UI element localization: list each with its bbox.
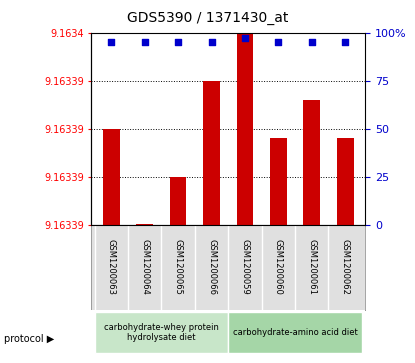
Text: GDS5390 / 1371430_at: GDS5390 / 1371430_at: [127, 11, 288, 25]
Point: [142, 39, 148, 45]
Text: GSM1200066: GSM1200066: [207, 239, 216, 295]
Text: GSM1200064: GSM1200064: [140, 239, 149, 295]
Bar: [170, 177, 186, 225]
Bar: [103, 129, 120, 225]
Text: GSM1200060: GSM1200060: [274, 239, 283, 295]
Bar: [137, 224, 153, 225]
Point: [342, 39, 349, 45]
Point: [308, 39, 315, 45]
Point: [208, 39, 215, 45]
Text: GSM1200065: GSM1200065: [173, 239, 183, 295]
Bar: [237, 33, 253, 225]
FancyBboxPatch shape: [228, 312, 362, 354]
FancyBboxPatch shape: [95, 312, 228, 354]
Point: [175, 39, 181, 45]
Bar: [337, 138, 354, 225]
Bar: [270, 138, 287, 225]
Bar: [303, 100, 320, 225]
Point: [108, 39, 115, 45]
Text: carbohydrate-amino acid diet: carbohydrate-amino acid diet: [233, 328, 357, 337]
Text: carbohydrate-whey protein
hydrolysate diet: carbohydrate-whey protein hydrolysate di…: [104, 323, 219, 342]
Text: GSM1200062: GSM1200062: [341, 239, 350, 295]
Bar: [203, 81, 220, 225]
Text: GSM1200059: GSM1200059: [240, 240, 249, 295]
Text: protocol ▶: protocol ▶: [4, 334, 54, 344]
Point: [242, 36, 248, 41]
Text: GSM1200061: GSM1200061: [307, 239, 316, 295]
Text: GSM1200063: GSM1200063: [107, 239, 116, 295]
Point: [275, 39, 282, 45]
